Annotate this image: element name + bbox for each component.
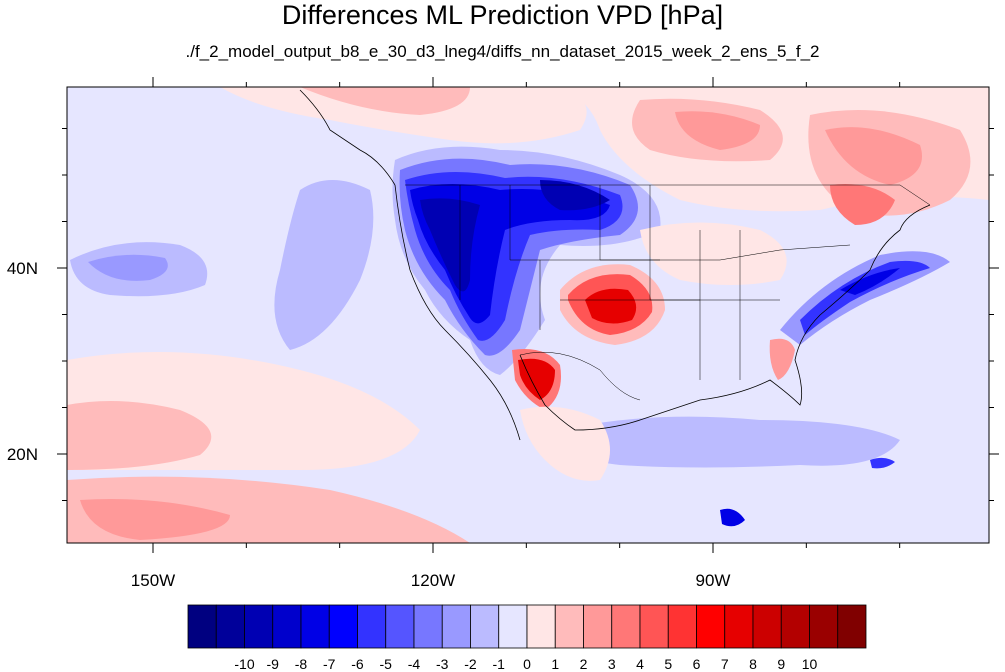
x-tick-label: 150W <box>131 571 175 590</box>
map-title: Differences ML Prediction VPD [hPa] <box>281 0 724 30</box>
y-tick-label: 20N <box>7 445 38 464</box>
colorbar-label: 5 <box>664 656 672 672</box>
colorbar-swatch <box>554 604 584 649</box>
colorbar-label: -4 <box>408 656 421 672</box>
colorbar-swatch <box>611 604 641 649</box>
colorbar-label: 6 <box>693 656 701 672</box>
colorbar-label: 10 <box>802 656 818 672</box>
colorbar-swatch <box>724 604 754 649</box>
colorbar-label: -2 <box>464 656 477 672</box>
colorbar-label: 4 <box>636 656 644 672</box>
map-subtitle: ./f_2_model_output_b8_e_30_d3_lneg4/diff… <box>185 42 820 61</box>
coastline <box>299 89 931 441</box>
colorbar-label: -6 <box>351 656 364 672</box>
colorbar-label: 3 <box>608 656 616 672</box>
colorbar-swatch <box>272 604 302 649</box>
colorbar-swatch <box>639 604 669 649</box>
colorbar-label: -3 <box>436 656 449 672</box>
colorbar-swatch <box>752 604 782 649</box>
colorbar-swatch <box>696 604 726 649</box>
colorbar-swatch <box>215 604 245 649</box>
vpd-difference-field <box>67 87 989 543</box>
colorbar-label: -8 <box>295 656 308 672</box>
political-borders <box>405 184 931 401</box>
colorbar-swatch <box>809 604 839 649</box>
colorbar-label: -1 <box>493 656 506 672</box>
colorbar-label: 1 <box>551 656 559 672</box>
colorbar-label: -9 <box>267 656 280 672</box>
x-tick-label: 120W <box>411 571 455 590</box>
colorbar-label: 2 <box>580 656 588 672</box>
colorbar-swatch <box>187 604 217 649</box>
colorbar-swatch <box>470 604 500 649</box>
colorbar-label: -10 <box>234 656 254 672</box>
colorbar-swatch <box>526 604 556 649</box>
colorbar-swatch <box>357 604 387 649</box>
colorbar-swatch <box>328 604 358 649</box>
colorbar-label: -7 <box>323 656 336 672</box>
colorbar-swatch <box>441 604 471 649</box>
colorbar-swatch <box>244 604 274 649</box>
y-tick-label: 40N <box>7 259 38 278</box>
colorbar-swatch <box>780 604 810 649</box>
colorbar-swatch <box>498 604 528 649</box>
colorbar-label: 7 <box>721 656 729 672</box>
colorbar: -10 -9 -8 -7 -6 -5 -4 -3 -2 -1 0 1 2 3 4 5 6 7 8 9 10 <box>187 604 867 672</box>
colorbar-label: 8 <box>749 656 757 672</box>
colorbar-label: 0 <box>523 656 531 672</box>
x-tick-label: 90W <box>696 571 731 590</box>
colorbar-swatch <box>300 604 330 649</box>
colorbar-label: 9 <box>777 656 785 672</box>
colorbar-swatch <box>837 604 867 649</box>
colorbar-swatch <box>583 604 613 649</box>
colorbar-swatch <box>385 604 415 649</box>
colorbar-swatch <box>413 604 443 649</box>
colorbar-swatch <box>667 604 697 649</box>
colorbar-label: -5 <box>380 656 393 672</box>
map-axes: 150W 120W 90W 40N 20N <box>7 77 999 590</box>
